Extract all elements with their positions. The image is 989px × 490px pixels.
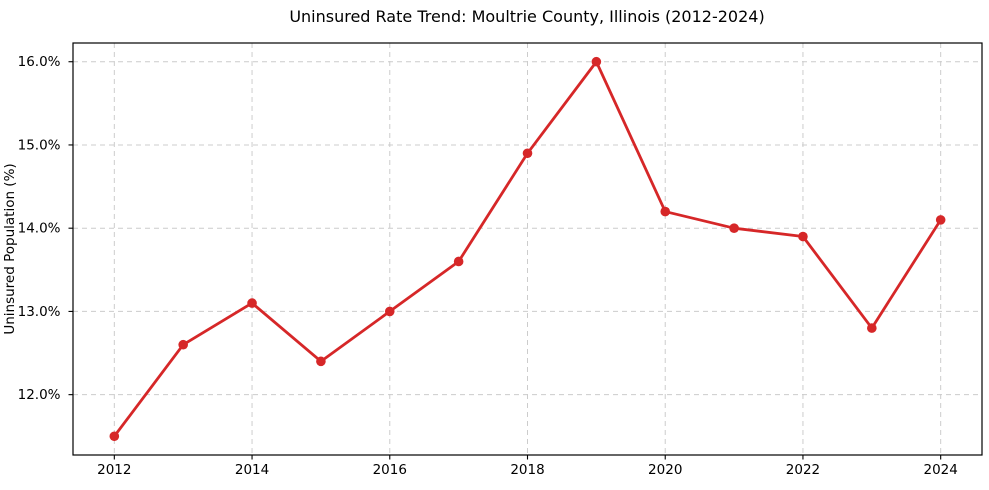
y-axis-label: Uninsured Population (%) (2, 163, 18, 334)
plot-area: 12.0% 13.0% 14.0% 15.0% 16.0% 2012 2014 2016 201… (18, 42, 983, 478)
data-point-2024 (935, 215, 946, 225)
y-tick-label: 12.0% (18, 387, 61, 403)
y-tick-label: 13.0% (18, 304, 61, 320)
x-tick-label: 2012 (97, 462, 131, 478)
data-point-2019 (591, 56, 602, 67)
data-point-2014 (247, 298, 257, 308)
x-tick-label: 2014 (235, 462, 269, 478)
x-tick-label: 2016 (373, 462, 407, 478)
data-point-2020 (660, 206, 671, 217)
data-point-2021 (729, 223, 739, 233)
y-tick-label: 16.0% (18, 54, 61, 70)
data-point-2015 (316, 356, 326, 367)
chart-title: Uninsured Rate Trend: Moultrie County, I… (289, 7, 764, 26)
data-point-2018 (522, 148, 533, 159)
data-point-2013 (178, 339, 188, 350)
data-point-2022 (798, 231, 808, 242)
x-tick-label: 2022 (786, 462, 820, 478)
y-tick-label: 14.0% (18, 221, 61, 237)
data-point-2012 (109, 431, 120, 442)
data-point-2023 (867, 323, 877, 333)
data-point-2016 (384, 306, 395, 317)
plot-border (72, 42, 983, 456)
x-tick-label: 2024 (924, 462, 958, 478)
x-tick-label: 2018 (510, 462, 544, 478)
x-tick-label: 2020 (648, 462, 682, 478)
y-tick-label: 15.0% (18, 137, 61, 153)
data-point-2017 (453, 256, 464, 267)
